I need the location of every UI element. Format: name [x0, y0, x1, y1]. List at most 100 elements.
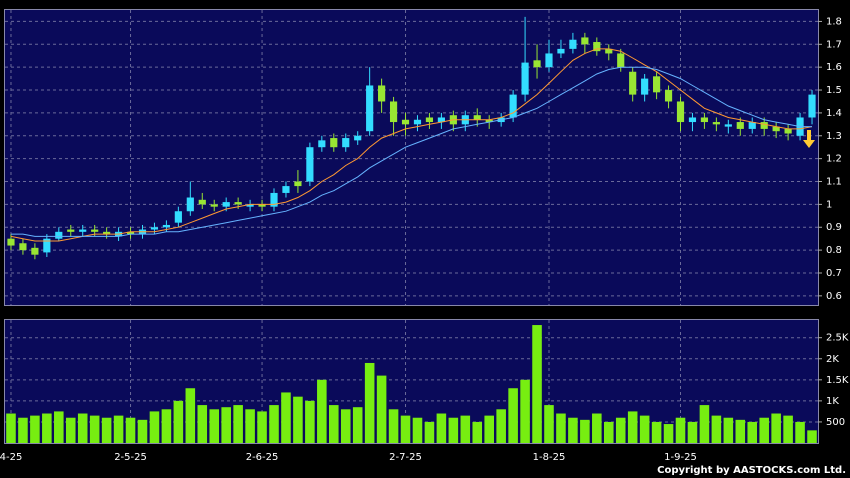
candle-body — [545, 53, 553, 68]
x-tick-label: 1-9-25 — [664, 452, 697, 463]
price-panel — [4, 9, 819, 306]
candle-body — [378, 85, 386, 102]
candle-body — [581, 37, 589, 45]
candle-body — [617, 53, 625, 68]
volume-bar — [54, 411, 64, 443]
y-tick-label: 1.6 — [826, 62, 842, 73]
volume-bar — [472, 421, 483, 443]
candle-body — [389, 101, 398, 123]
volume-bar — [30, 415, 40, 443]
candle-body — [593, 42, 601, 52]
candle-body — [557, 48, 565, 54]
y-tick-label: 1.4 — [826, 108, 842, 119]
candle-body — [67, 229, 75, 232]
volume-bar — [101, 417, 112, 443]
candle-body — [354, 135, 362, 141]
volume-bar — [747, 421, 758, 443]
volume-bar — [592, 413, 602, 443]
candle-body — [234, 202, 242, 205]
volume-tick-label: 1.5K — [826, 375, 849, 386]
candle-body — [772, 126, 780, 132]
candle-body — [43, 238, 51, 253]
moving-average-line — [10, 48, 813, 242]
candle-body — [425, 117, 434, 123]
candle-body — [91, 229, 99, 232]
candle-body — [485, 119, 493, 123]
volume-bar — [221, 407, 231, 443]
volume-bar — [18, 417, 28, 443]
candle-body — [19, 243, 27, 251]
volume-bar — [424, 421, 435, 443]
volume-bar — [484, 415, 494, 443]
volume-tick-label: 2.5K — [826, 333, 849, 344]
candle-body — [79, 229, 87, 232]
volume-bar — [544, 405, 554, 443]
y-tick-label: 1.7 — [826, 39, 842, 50]
volume-bar — [209, 409, 220, 443]
volume-bar — [807, 430, 817, 443]
volume-bar — [329, 405, 339, 443]
volume-bar — [400, 415, 411, 443]
candle-body — [413, 119, 422, 125]
volume-bar — [6, 413, 16, 443]
volume-bar — [281, 392, 291, 443]
candle-body — [605, 48, 613, 54]
candle-body — [318, 140, 326, 148]
moving-average-line — [11, 66, 812, 237]
volume-bar — [412, 417, 423, 443]
volume-bar — [149, 411, 160, 443]
candle-body — [712, 122, 720, 125]
volume-bar — [627, 411, 638, 443]
candle-body — [31, 247, 39, 255]
plot-layer: 0.6 0.7 0.8 0.9 1 1.1 1.2 1.3 1.4 1.5 1.6 1.7 1.8 500… — [0, 10, 849, 463]
candle-body — [330, 138, 338, 148]
candle-body — [210, 204, 218, 207]
volume-bar — [771, 413, 781, 443]
candle-body — [342, 138, 350, 148]
candle-body — [258, 204, 266, 207]
volume-bar — [77, 413, 88, 443]
volume-bar — [89, 415, 100, 443]
candle-body — [150, 227, 159, 230]
volume-bar — [496, 409, 506, 443]
candle-body — [664, 90, 673, 102]
y-tick-label: 1.8 — [826, 16, 842, 27]
y-tick-label: 1 — [826, 199, 832, 210]
y-tick-label: 1.5 — [826, 85, 842, 96]
volume-bar — [448, 417, 459, 443]
volume-bar — [376, 375, 387, 443]
candle-body — [509, 94, 517, 118]
volume-bar — [759, 417, 769, 443]
volume-bar — [269, 405, 279, 443]
candle-body — [55, 231, 63, 239]
candle-body — [222, 202, 230, 207]
candle-body — [186, 197, 194, 212]
x-tick-label: 4-25 — [0, 452, 22, 463]
x-tick-label: 2-6-25 — [246, 452, 279, 463]
candle-body — [748, 122, 756, 129]
volume-bar — [651, 421, 662, 443]
candle-body — [653, 76, 661, 93]
x-tick-label: 2-5-25 — [114, 452, 147, 463]
x-tick-label: 2-7-25 — [389, 452, 422, 463]
candle-body — [366, 85, 374, 132]
volume-bar — [340, 409, 351, 443]
volume-bar — [388, 409, 399, 443]
candle-body — [437, 117, 445, 123]
candle-body — [760, 122, 768, 129]
volume-bar — [197, 405, 208, 443]
signal-arrow — [803, 130, 815, 148]
volume-bar — [436, 413, 447, 443]
candle-body — [676, 101, 685, 123]
volume-bar — [317, 379, 327, 443]
y-tick-label: 0.9 — [826, 222, 842, 233]
volume-bar — [245, 409, 255, 443]
volume-tick-label: 2K — [826, 354, 839, 365]
volume-tick-label: 1K — [826, 396, 839, 407]
candle-body — [629, 71, 637, 95]
volume-bar — [352, 407, 363, 443]
candle-body — [700, 117, 709, 123]
candle-body — [724, 124, 732, 127]
candle-body — [784, 128, 792, 134]
